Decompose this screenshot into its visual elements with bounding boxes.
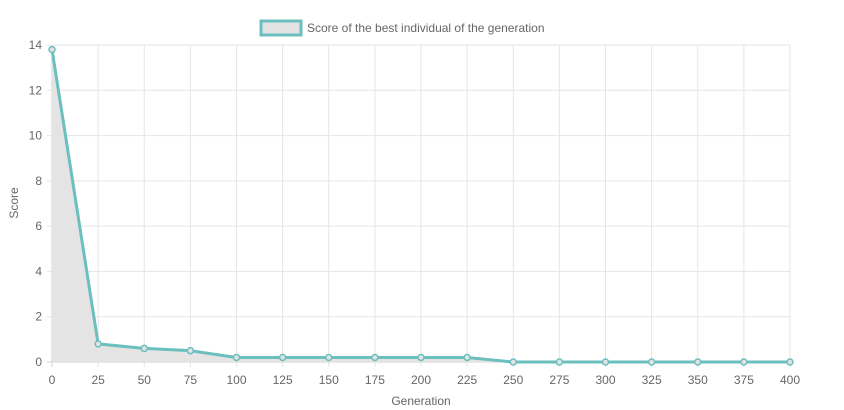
x-axis-ticks: 0 25 50 75 100 125 150 175 200 225 250 275 300 325 350…	[49, 373, 801, 387]
y-tick-label: 14	[29, 38, 43, 52]
x-tick-label: 350	[688, 373, 708, 387]
y-axis-ticks: 0 2 4 6 8 10 12 14	[29, 38, 43, 369]
x-tick-label: 25	[91, 373, 105, 387]
data-point[interactable]	[509, 358, 517, 366]
x-tick-label: 300	[595, 373, 615, 387]
grid	[47, 44, 791, 367]
y-tick-label: 6	[35, 219, 42, 233]
legend-swatch[interactable]	[259, 19, 303, 37]
data-point[interactable]	[232, 353, 241, 362]
data-point[interactable]	[740, 358, 748, 366]
x-tick-label: 50	[138, 373, 152, 387]
y-tick-label: 8	[35, 174, 42, 188]
y-tick-label: 2	[35, 310, 42, 324]
x-tick-label: 325	[642, 373, 662, 387]
x-tick-label: 125	[273, 373, 293, 387]
data-point[interactable]	[94, 340, 102, 348]
data-point[interactable]	[48, 45, 56, 54]
y-tick-label: 4	[35, 264, 42, 278]
x-tick-label: 400	[780, 373, 800, 387]
data-point[interactable]	[371, 353, 379, 362]
data-point[interactable]	[417, 353, 425, 362]
data-point[interactable]	[647, 358, 656, 366]
x-tick-label: 250	[503, 373, 523, 387]
x-tick-label: 100	[226, 373, 246, 387]
x-tick-label: 225	[457, 373, 477, 387]
data-point[interactable]	[325, 353, 333, 362]
y-tick-label: 12	[29, 83, 43, 97]
y-tick-label: 10	[29, 129, 43, 143]
data-point[interactable]	[140, 344, 148, 353]
x-tick-label: 0	[49, 373, 56, 387]
y-tick-label: 0	[35, 355, 42, 369]
x-tick-label: 200	[411, 373, 431, 387]
x-tick-label: 375	[734, 373, 754, 387]
data-point[interactable]	[186, 346, 195, 355]
data-point[interactable]	[463, 353, 471, 362]
data-point[interactable]	[601, 358, 610, 366]
x-tick-label: 275	[549, 373, 569, 387]
data-point[interactable]	[555, 358, 564, 366]
data-points-layer	[48, 45, 794, 366]
data-point[interactable]	[278, 353, 287, 362]
data-point[interactable]	[786, 358, 794, 366]
x-tick-label: 75	[184, 373, 198, 387]
legend-label: Score of the best individual of the gene…	[307, 21, 545, 35]
x-tick-label: 150	[319, 373, 339, 387]
y-axis-title: Score	[7, 187, 21, 219]
x-tick-label: 175	[365, 373, 385, 387]
x-axis-title: Generation	[391, 394, 450, 408]
data-point[interactable]	[694, 358, 702, 366]
legend[interactable]: Score of the best individual of the gene…	[259, 19, 545, 37]
